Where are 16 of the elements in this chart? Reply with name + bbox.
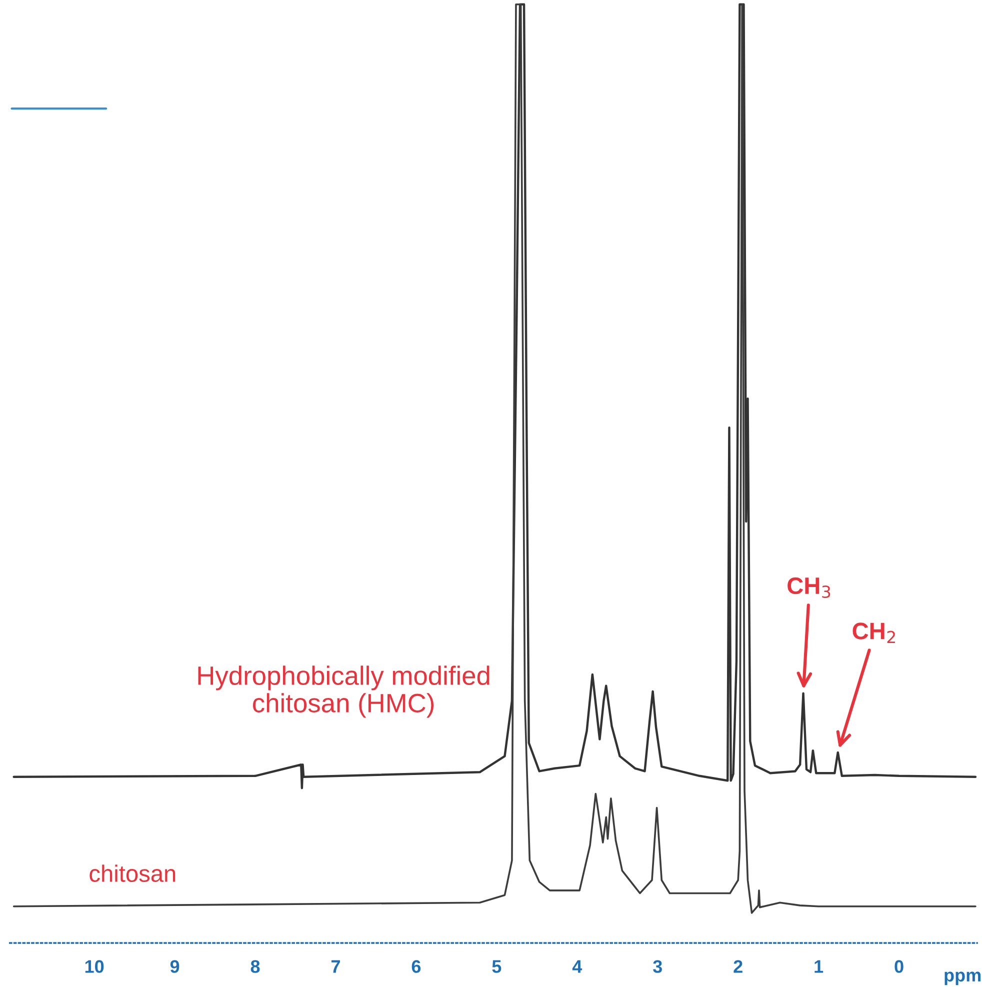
- annotation: CH$_{2}$: [852, 622, 895, 644]
- x-tick-label: 5: [492, 960, 502, 973]
- x-axis-title: ppm: [944, 972, 981, 986]
- x-tick-label: 7: [331, 960, 340, 973]
- x-tick-label: 6: [412, 960, 421, 973]
- series-label: Hydrophobically modified chitosan (HMC): [198, 666, 490, 718]
- x-tick-label: 0: [894, 960, 904, 973]
- x-tick-label: 4: [572, 960, 582, 973]
- x-tick-label: 10: [85, 960, 104, 973]
- x-tick-label: 8: [250, 960, 260, 973]
- annotation: CH$_{3}$: [788, 577, 830, 598]
- x-tick-label: 3: [653, 960, 662, 973]
- x-tick-label: 9: [170, 960, 180, 973]
- x-tick-label: 2: [734, 960, 742, 973]
- x-tick-label: 1: [814, 960, 824, 973]
- series-label: chitosan: [90, 864, 176, 882]
